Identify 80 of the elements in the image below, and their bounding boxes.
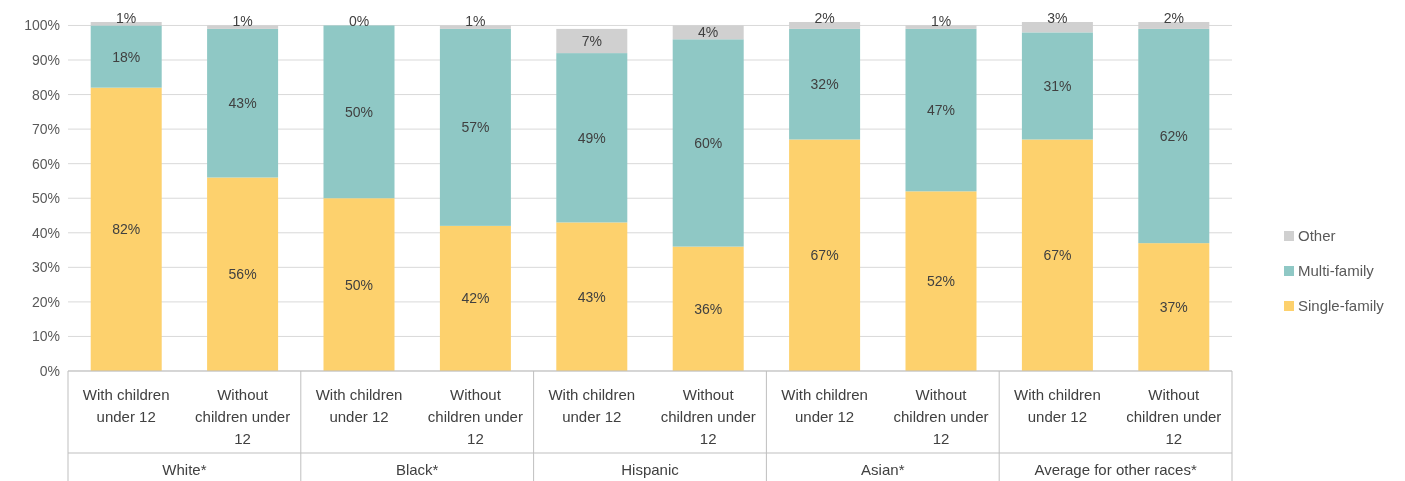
- bar: [672, 246, 744, 371]
- x-tick-label: With children under 12: [82, 386, 170, 425]
- data-label: 37%: [1159, 299, 1188, 316]
- bar: [1021, 32, 1093, 140]
- data-label: 82%: [112, 221, 141, 238]
- data-label: 67%: [810, 247, 839, 264]
- y-tick-label: 70%: [31, 121, 60, 138]
- data-label: 2%: [1163, 10, 1184, 26]
- bar: [323, 25, 395, 199]
- x-tick-label: With children under 12: [1014, 386, 1101, 425]
- y-tick-label: 20%: [31, 293, 60, 310]
- data-label: 3%: [1047, 10, 1068, 26]
- bar: [556, 53, 628, 223]
- data-label: 0%: [348, 13, 370, 30]
- legend-label: Other: [1298, 227, 1336, 244]
- bar: [672, 39, 744, 247]
- data-label: 43%: [228, 95, 257, 112]
- bar: [1138, 243, 1210, 371]
- x-tick-label: Without children under 12: [1126, 386, 1222, 447]
- data-label: 50%: [344, 103, 374, 120]
- bar: [556, 222, 628, 371]
- x-tick-label: With children under 12: [781, 386, 868, 425]
- y-tick-label: 50%: [31, 190, 60, 207]
- data-label: 60%: [694, 134, 723, 151]
- data-label: 2%: [814, 10, 835, 26]
- text: Hispanic: [621, 461, 680, 478]
- data-label: 1%: [232, 13, 253, 30]
- bar: [90, 87, 162, 371]
- bar: [789, 28, 861, 140]
- data-label: 56%: [228, 266, 257, 283]
- legend-label: Multi-family: [1298, 262, 1375, 279]
- y-tick-label: 80%: [31, 86, 60, 103]
- x-tick-label: With children under 12: [315, 386, 403, 425]
- y-tick-label: 100%: [24, 17, 60, 34]
- text: White*: [162, 461, 207, 478]
- bar: [556, 28, 628, 54]
- data-label: 32%: [810, 76, 839, 93]
- data-label: 57%: [461, 119, 490, 136]
- x-tick-label: Without children under 12: [893, 386, 989, 447]
- legend-label: Single-family: [1298, 297, 1385, 314]
- data-label: 47%: [926, 102, 956, 119]
- bar: [789, 139, 861, 371]
- data-label: 1%: [116, 10, 137, 26]
- y-tick-label: 10%: [31, 328, 60, 345]
- bar: [207, 28, 279, 178]
- x-tick-label: With children under 12: [548, 386, 636, 425]
- data-label: 49%: [577, 129, 606, 146]
- bar: [323, 198, 395, 371]
- bar: [1021, 139, 1093, 371]
- x-tick-label: Without children under 12: [660, 386, 756, 447]
- data-label: 52%: [926, 273, 956, 290]
- y-tick-label: 90%: [31, 52, 60, 69]
- y-tick-label: 60%: [31, 155, 60, 172]
- data-label: 42%: [461, 290, 490, 307]
- bar: [1138, 28, 1210, 244]
- data-label: 1%: [930, 13, 952, 30]
- data-label: 43%: [577, 288, 606, 305]
- bar: [905, 191, 977, 371]
- data-label: 36%: [694, 300, 723, 317]
- bar: [439, 28, 511, 226]
- y-tick-label: 30%: [31, 259, 60, 276]
- bar: [439, 225, 511, 371]
- data-label: 4%: [698, 24, 719, 41]
- data-label: 18%: [112, 48, 141, 65]
- bar: [905, 28, 977, 192]
- text: Asian*: [861, 461, 905, 478]
- text: Average for other races*: [1034, 461, 1197, 478]
- y-tick-label: 0%: [39, 363, 60, 379]
- data-label: 67%: [1043, 247, 1072, 264]
- bar: [207, 177, 279, 371]
- text: Black*: [395, 461, 439, 478]
- data-label: 50%: [344, 276, 374, 293]
- bar: [90, 25, 162, 88]
- data-label: 31%: [1043, 77, 1072, 94]
- data-label: 1%: [465, 13, 486, 30]
- data-label: 7%: [581, 33, 602, 49]
- data-label: 62%: [1159, 128, 1188, 145]
- y-tick-label: 40%: [31, 224, 60, 241]
- x-tick-label: Without children under 12: [427, 386, 523, 447]
- x-tick-label: Without children under 12: [195, 386, 291, 447]
